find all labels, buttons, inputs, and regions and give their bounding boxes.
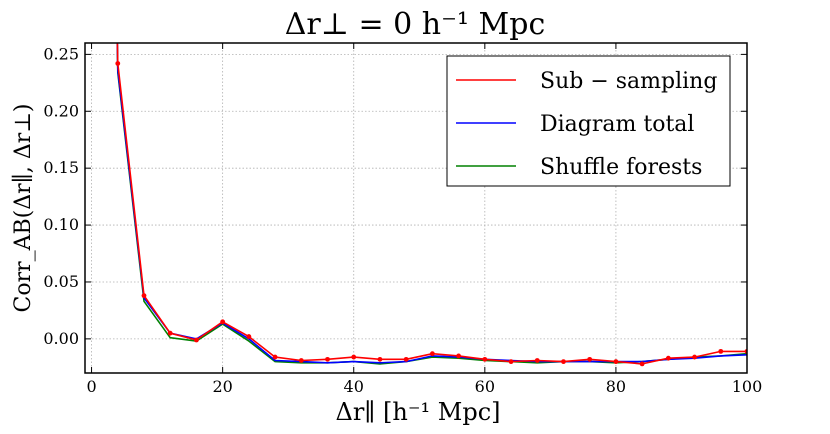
x-tick-label: 60 bbox=[475, 377, 495, 396]
legend: Sub − sampling Diagram total Shuffle fores… bbox=[446, 55, 731, 187]
series-point-sub-sampling bbox=[194, 337, 199, 343]
series-point-sub-sampling bbox=[141, 293, 147, 299]
ticks-layer bbox=[85, 43, 748, 373]
series-point-sub-sampling bbox=[429, 351, 435, 357]
y-axis-title: Corr_AB(Δr∥, Δr⊥) bbox=[11, 104, 36, 313]
y-tick-label: 0.00 bbox=[43, 329, 79, 348]
y-tick-label: 0.10 bbox=[43, 215, 79, 234]
x-tick-label: 0 bbox=[86, 377, 96, 396]
series-point-sub-sampling bbox=[298, 358, 304, 363]
series-point-sub-sampling bbox=[272, 354, 278, 360]
series-point-sub-sampling bbox=[587, 356, 593, 362]
plot-frame bbox=[84, 42, 748, 374]
series-point-sub-sampling bbox=[508, 359, 514, 365]
series-line-sub-sampling bbox=[116, 43, 747, 365]
y-tick-label: 0.15 bbox=[43, 158, 79, 177]
series-point-sub-sampling bbox=[351, 354, 357, 360]
y-tick-label: 0.25 bbox=[43, 44, 79, 63]
series-point-sub-sampling bbox=[456, 353, 462, 359]
y-tick-label: 0.05 bbox=[43, 272, 79, 291]
x-tick-label: 100 bbox=[732, 377, 763, 396]
series-point-sub-sampling bbox=[534, 358, 540, 363]
series-point-sub-sampling bbox=[220, 319, 226, 325]
legend-label-sub-sampling: Sub − sampling bbox=[540, 69, 717, 94]
series-point-sub-sampling bbox=[115, 61, 121, 66]
series-point-sub-sampling bbox=[613, 359, 619, 365]
x-tick-label: 80 bbox=[606, 377, 626, 396]
series-point-sub-sampling bbox=[377, 356, 383, 362]
series-point-sub-sampling bbox=[167, 330, 173, 336]
series-point-sub-sampling bbox=[403, 356, 409, 362]
x-axis-title: Δr∥ [h⁻¹ Mpc] bbox=[336, 398, 501, 426]
legend-label-diagram-total: Diagram total bbox=[540, 112, 694, 137]
series-point-sub-sampling bbox=[561, 359, 566, 365]
series-point-sub-sampling bbox=[639, 361, 645, 367]
x-tick-label: 20 bbox=[212, 377, 232, 396]
legend-entries: Sub − sampling Diagram total Shuffle fores… bbox=[456, 69, 717, 180]
tick-labels: 0 20 40 60 80 100 0.00 0.05 0.10 0.15 0.20 0.25 bbox=[43, 44, 762, 396]
series-point-sub-sampling bbox=[718, 348, 724, 354]
legend-box bbox=[446, 55, 731, 187]
series-point-sub-sampling bbox=[325, 356, 330, 362]
series-point-sub-sampling bbox=[692, 354, 697, 360]
y-tick-label: 0.20 bbox=[43, 101, 79, 120]
series-point-sub-sampling bbox=[246, 334, 252, 339]
x-tick-label: 40 bbox=[344, 377, 364, 396]
legend-label-shuffle-forests: Shuffle forests bbox=[540, 155, 702, 180]
chart-title: Δr⊥ = 0 h⁻¹ Mpc bbox=[285, 7, 546, 42]
series-point-sub-sampling bbox=[665, 355, 671, 361]
series-layer bbox=[115, 43, 747, 367]
series-point-sub-sampling bbox=[482, 356, 488, 362]
